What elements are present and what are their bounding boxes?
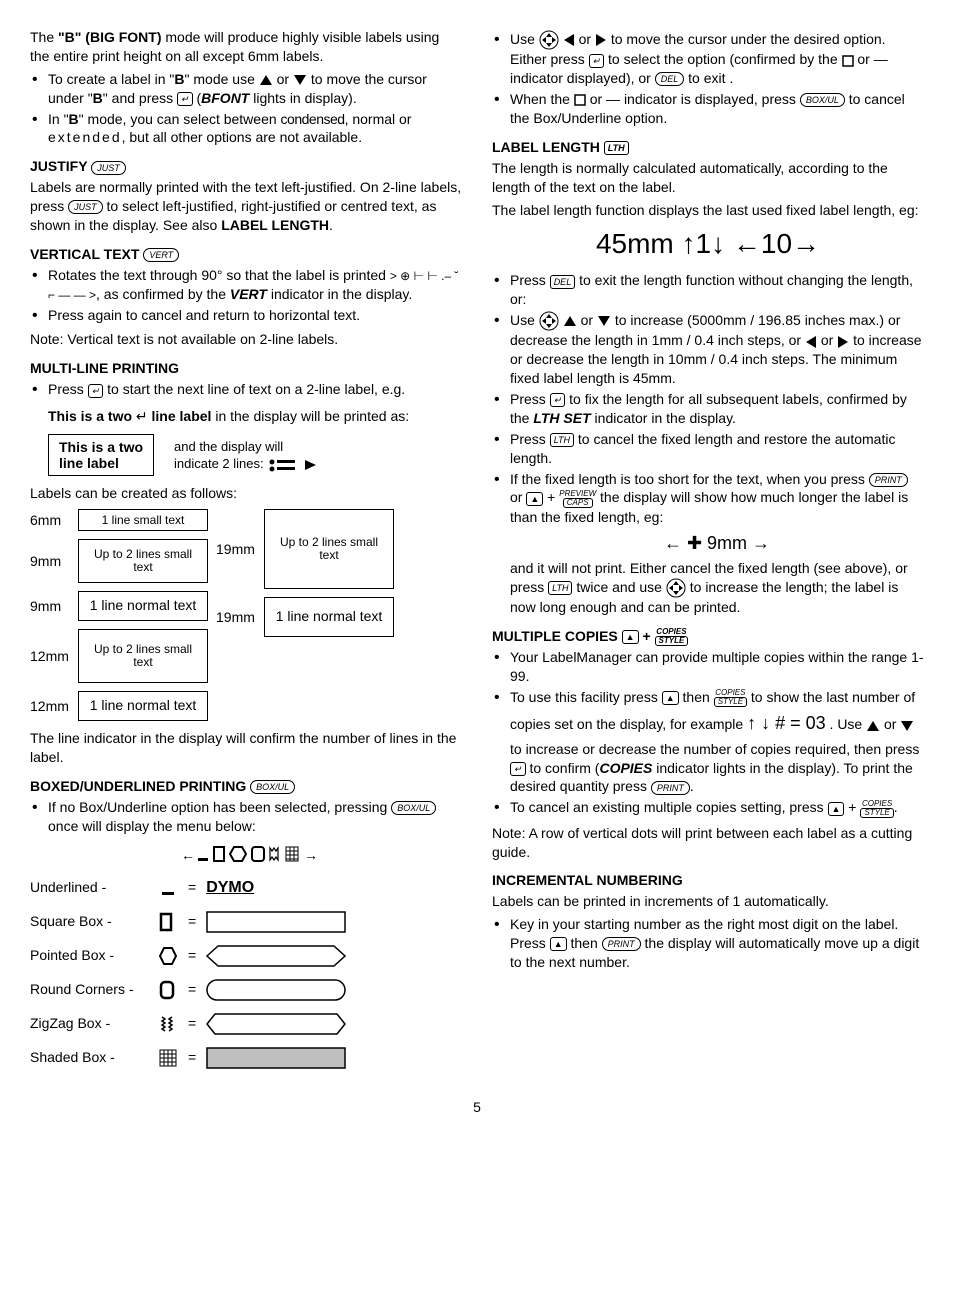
enter-key-icon: ↵	[88, 384, 104, 398]
label-size-table: 6mm1 line small text 9mmUp to 2 lines sm…	[30, 509, 462, 721]
boxul-key-icon: BOX/UL	[250, 780, 295, 794]
lth-bullet-2: Use or to increase (5000mm / 196.85 inch…	[492, 311, 924, 388]
short-length-display: ← ✚ 9mm →	[510, 531, 924, 555]
justify-body: Labels are normally printed with the tex…	[30, 178, 462, 235]
copies-style-key-icon: COPIESSTYLE	[655, 628, 689, 646]
del-key-icon: DEL	[655, 72, 685, 86]
triangle-down-icon	[900, 720, 914, 732]
copies-style-key-icon: COPIESSTYLE	[714, 689, 747, 707]
label-length-heading: LABEL LENGTH LTH	[492, 138, 924, 157]
boxul-use-bullet-2: When the or — indicator is displayed, pr…	[492, 90, 924, 128]
shift-key-icon: ▲	[550, 937, 567, 951]
svg-text:←: ←	[181, 847, 195, 863]
nav-diamond-icon	[539, 30, 559, 50]
bfont-bullet-1: To create a label in "B" mode use or to …	[30, 70, 462, 108]
mc-bullet-2: To use this facility press ▲ then COPIES…	[492, 688, 924, 796]
zigzag-box-sample-icon	[158, 1014, 178, 1034]
print-key-icon: PRINT	[602, 937, 641, 951]
enter-key-icon: ↵	[550, 393, 566, 407]
shaded-box-sample-icon	[158, 1048, 178, 1068]
print-key-icon: PRINT	[869, 473, 908, 487]
boxul-use-bullet-1: Use or to move the cursor under the desi…	[492, 30, 924, 88]
vertical-heading: VERTICAL TEXT VERT	[30, 245, 462, 264]
triangle-left-icon	[563, 33, 575, 47]
underlined-sample-icon	[158, 878, 178, 898]
print-key-icon: PRINT	[651, 781, 690, 795]
vert-bullet-1: Rotates the text through 90° so that the…	[30, 266, 462, 304]
nav-diamond-icon	[666, 578, 686, 598]
box-menu-icons: ← →	[30, 844, 462, 866]
inc-bullet-1: Key in your starting number as the right…	[492, 915, 924, 972]
multiline-bullet-1: Press ↵ to start the next line of text o…	[30, 380, 462, 476]
boxed-heading: BOXED/UNDERLINED PRINTING BOX/UL	[30, 777, 462, 796]
shift-key-icon: ▲	[622, 630, 639, 644]
boxed-bullet-1: If no Box/Underline option has been sele…	[30, 798, 462, 836]
mc-bullet-1: Your LabelManager can provide multiple c…	[492, 648, 924, 686]
vert-key-icon: VERT	[143, 248, 179, 262]
boxul-key-icon: BOX/UL	[800, 93, 845, 107]
lth-key-icon: LTH	[550, 433, 574, 447]
bfont-intro: The "B" (BIG FONT) mode will produce hig…	[30, 28, 462, 66]
svg-text:→: →	[304, 847, 316, 863]
pointed-box-sample-icon	[158, 946, 178, 966]
just-key-icon: JUST	[91, 161, 126, 175]
lth-bullet-3: Press ↵ to fix the length for all subseq…	[492, 390, 924, 428]
round-box-sample-icon	[158, 980, 178, 1000]
triangle-up-icon	[259, 74, 273, 86]
triangle-down-icon	[293, 74, 307, 86]
vert-bullet-2: Press again to cancel and return to hori…	[30, 306, 462, 325]
mc-note: Note: A row of vertical dots will print …	[492, 824, 924, 862]
shift-key-icon: ▲	[526, 492, 543, 506]
shift-key-icon: ▲	[662, 691, 679, 705]
triangle-up-icon	[563, 315, 577, 327]
multiline-heading: MULTI-LINE PRINTING	[30, 359, 462, 378]
triangle-right-icon	[595, 33, 607, 47]
lth-body1: The length is normally calculated automa…	[492, 159, 924, 197]
square-indicator-icon	[574, 94, 586, 106]
labels-follows: Labels can be created as follows:	[30, 484, 462, 503]
del-key-icon: DEL	[550, 275, 576, 289]
lth-bullet-5: If the fixed length is too short for the…	[492, 470, 924, 617]
triangle-down-icon	[597, 315, 611, 327]
preview-caps-key-icon: PREVIEWCAPS	[559, 490, 596, 508]
lth-body2: The label length function displays the l…	[492, 201, 924, 220]
line-indicator-note: The line indicator in the display will c…	[30, 729, 462, 767]
enter-key-icon: ↵	[589, 54, 605, 68]
enter-key-icon: ↵	[510, 762, 526, 776]
square-indicator-icon	[842, 55, 854, 67]
justify-heading: JUSTIFY JUST	[30, 157, 462, 176]
square-box-sample-icon	[158, 912, 178, 932]
vert-note: Note: Vertical text is not available on …	[30, 330, 462, 349]
lth-key-icon: LTH	[548, 581, 572, 595]
box-styles-table: Underlined - = DYMO Square Box - = Point…	[30, 874, 462, 1072]
lth-key-icon: LTH	[604, 141, 629, 155]
nav-diamond-icon	[539, 311, 559, 331]
enter-key-icon: ↵	[177, 92, 193, 106]
mc-bullet-3: To cancel an existing multiple copies se…	[492, 798, 924, 817]
boxul-key-icon-2: BOX/UL	[391, 801, 436, 815]
shift-key-icon: ▲	[828, 802, 845, 816]
two-line-indicator-icon	[267, 458, 317, 472]
bfont-bullet-2: In "B" mode, you can select between cond…	[30, 110, 462, 148]
incremental-heading: INCREMENTAL NUMBERING	[492, 871, 924, 890]
just-key-icon-2: JUST	[68, 200, 103, 214]
lth-bullet-1: Press DEL to exit the length function wi…	[492, 271, 924, 309]
triangle-right-icon	[837, 335, 849, 349]
triangle-left-icon	[805, 335, 817, 349]
inc-body: Labels can be printed in increments of 1…	[492, 892, 924, 911]
copies-style-key-icon: COPIESSTYLE	[860, 800, 893, 818]
triangle-up-icon	[866, 720, 880, 732]
length-display-sample: 45mm ↑1↓ ←10→	[492, 225, 924, 263]
page-number: 5	[30, 1098, 924, 1117]
copies-display-sample: ↑ ↓ # = 03	[747, 711, 826, 735]
two-line-sample-box: This is a two line label	[48, 434, 154, 476]
multiple-copies-heading: MULTIPLE COPIES ▲ + COPIESSTYLE	[492, 627, 924, 646]
lth-bullet-4: Press LTH to cancel the fixed length and…	[492, 430, 924, 468]
